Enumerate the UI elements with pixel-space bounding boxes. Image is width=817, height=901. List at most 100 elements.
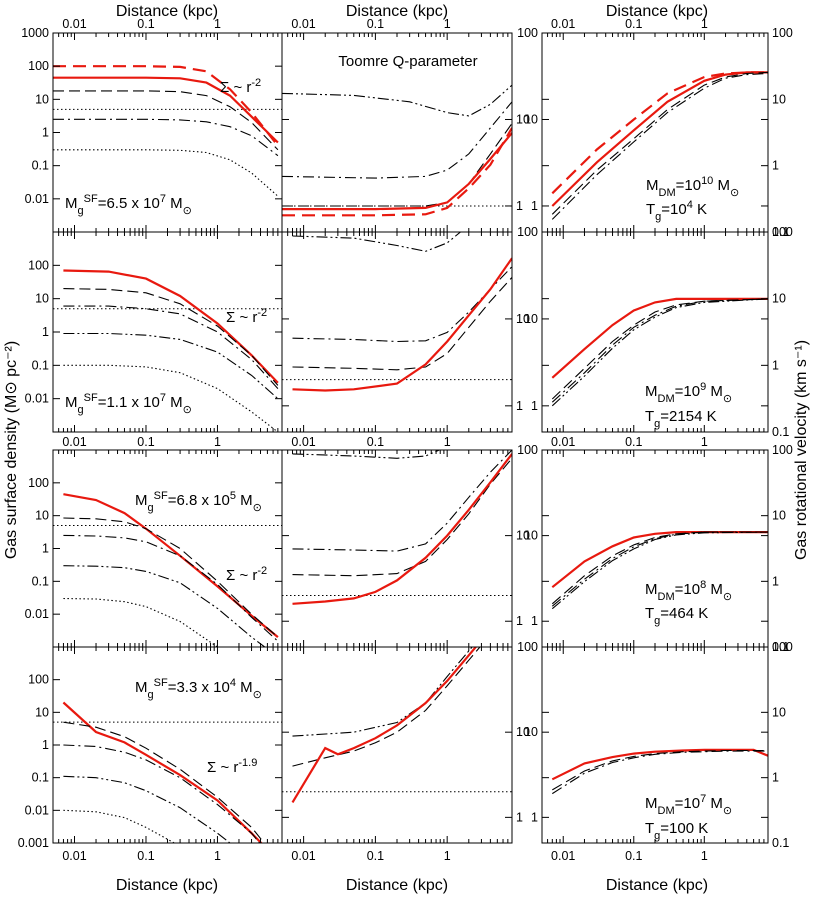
panel-toomre_q-row4 [282, 647, 512, 803]
x-tick-label: 0.1 [625, 435, 642, 449]
panel-frame [52, 449, 283, 648]
y-tick-label: 0.1 [32, 358, 49, 372]
y-tick-label: 1 [42, 738, 49, 752]
series-line-solid-1 [53, 76, 279, 144]
bottom-xlabel-col3: Distance (kpc) [606, 877, 708, 894]
dark-matter-mass-annotation: MDM=107 M⊙ [645, 793, 732, 817]
series-line-dashdot-2 [551, 531, 768, 607]
panel-lines [282, 84, 512, 217]
panel-lines [53, 269, 282, 432]
panel-frame [541, 231, 769, 433]
series-line-dashed-thin-2 [292, 457, 512, 577]
y-tick-label: 1 [772, 574, 779, 588]
gas-mass-annotation: MgSF=1.1 x 107 M⊙ [65, 392, 192, 416]
x-tick-label: 0.01 [62, 17, 86, 31]
x-tick-label: 0.1 [137, 17, 154, 31]
series-line-dashed-0 [53, 65, 279, 147]
series-line-solid-0 [62, 701, 263, 843]
x-tick-label: 1 [701, 435, 708, 449]
series-line-dashdot2-3 [63, 775, 231, 843]
top-xlabel-col2: Distance (kpc) [346, 3, 448, 20]
gas-temperature-annotation: Tg=100 K [645, 820, 708, 842]
x-tick-label: 1 [444, 17, 451, 31]
y-tick-label: 0.01 [25, 803, 49, 817]
panel-surface_density-row1 [53, 65, 282, 197]
y-tick-label: 0.1 [772, 225, 789, 239]
panel-frame [541, 646, 769, 844]
y-tick-label: 0.1 [32, 159, 49, 173]
y-tick-label: 10 [524, 529, 538, 543]
y-tick-label: 0.001 [18, 836, 49, 850]
panel-lines [53, 65, 282, 197]
y-tick-label: 100 [772, 225, 793, 239]
series-line-dashdot-1 [292, 450, 512, 552]
y-tick-label: 1 [772, 159, 779, 173]
y-tick-label: 1 [516, 810, 523, 824]
x-tick-label: 0.1 [137, 435, 154, 449]
y-tick-label: 100 [28, 258, 49, 272]
series-line-dashdot-2 [63, 305, 279, 389]
series-line-dashed-thin-1 [63, 288, 279, 386]
series-line-dashed-thin-2 [53, 90, 279, 151]
series-line-dashed-thin-1 [63, 721, 265, 843]
panel-rotation_velocity-row3 [551, 530, 768, 610]
panel-toomre_q-row2 [282, 232, 512, 392]
panel-lines [282, 232, 512, 392]
panel-lines [551, 748, 768, 795]
series-line-solid-0 [551, 297, 768, 379]
series-line-dashed-thin-1 [552, 749, 768, 791]
dark-matter-mass-annotation: MDM=1010 M⊙ [646, 175, 739, 199]
y-tick-label: 10 [772, 92, 786, 106]
panel-rotation_velocity-row4 [551, 748, 768, 795]
gas-temperature-annotation: Tg=104 K [646, 199, 707, 223]
x-tick-label: 1 [701, 849, 708, 863]
series-line-dashdot2-0 [292, 232, 462, 252]
series-line-dashdot2-0 [292, 647, 473, 737]
y-tick-label: 100 [28, 673, 49, 687]
y-tick-label: 10 [772, 292, 786, 306]
dark-matter-mass-annotation: MDM=108 M⊙ [645, 579, 732, 603]
series-line-solid-0 [551, 748, 768, 781]
series-line-dotted-4 [63, 597, 219, 647]
panel-lines [282, 450, 512, 605]
y-tick-label: 10 [35, 705, 49, 719]
series-line-solid-0 [63, 269, 279, 384]
y-tick-label: 0.01 [25, 392, 49, 406]
y-tick-label: 100 [517, 443, 538, 457]
series-line-dashed-thin-2 [282, 123, 512, 207]
x-tick-label: 0.01 [291, 849, 315, 863]
y-tick-label: 10 [772, 705, 786, 719]
series-line-dashdot2-3 [551, 298, 768, 407]
y-tick-label: 1 [531, 199, 538, 213]
panel-frame [281, 449, 513, 648]
series-line-dotted-4 [63, 809, 176, 843]
y-tick-label: 10 [35, 509, 49, 523]
x-tick-label: 0.01 [551, 435, 575, 449]
y-tick-label: 10 [516, 312, 530, 326]
series-line-dashdot-3 [53, 118, 279, 157]
panel-lines [551, 71, 768, 220]
y-tick-label: 0.1 [32, 574, 49, 588]
panel-frame [281, 646, 513, 844]
y-tick-label: 100 [28, 59, 49, 73]
x-tick-label: 1 [444, 849, 451, 863]
series-line-dashdot2-0 [292, 450, 441, 459]
panel-lines [551, 530, 768, 610]
y-tick-label: 1 [772, 358, 779, 372]
slope-annotation: Σ ~ r-2 [226, 307, 267, 326]
y-tick-label: 10 [516, 725, 530, 739]
x-tick-label: 1 [214, 849, 221, 863]
toomre-title: Toomre Q-parameter [338, 53, 477, 70]
y-tick-label: 1 [42, 325, 49, 339]
x-tick-label: 1 [214, 435, 221, 449]
x-tick-label: 0.01 [291, 435, 315, 449]
series-line-solid-0 [63, 493, 279, 638]
y-tick-label: 10 [524, 725, 538, 739]
panel-lines [551, 297, 768, 407]
series-line-dashdot-2 [63, 534, 279, 642]
y-tick-label: 1 [531, 614, 538, 628]
y-tick-label: 1 [516, 614, 523, 628]
y-tick-label: 0.1 [772, 640, 789, 654]
y-tick-label: 10 [524, 312, 538, 326]
